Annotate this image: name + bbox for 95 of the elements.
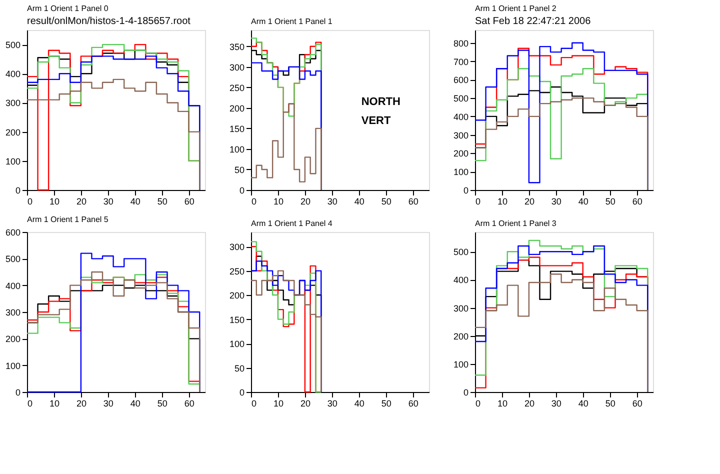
y-tick-label: 350 xyxy=(229,42,244,52)
x-tick-label: 10 xyxy=(273,196,284,206)
y-tick-label: 800 xyxy=(453,38,468,48)
y-tick-label: 200 xyxy=(453,331,468,342)
y-tick-label: 0 xyxy=(15,186,20,196)
x-tick-label: 60 xyxy=(184,398,194,408)
chart-title: Arm 1 Orient 1 Panel 5 xyxy=(27,215,109,224)
x-tick-label: 40 xyxy=(578,398,588,408)
y-tick-label: 300 xyxy=(453,303,468,314)
x-tick-label: 40 xyxy=(354,398,364,408)
y-tick-label: 250 xyxy=(229,266,244,276)
y-tick-label: 300 xyxy=(229,62,244,72)
y-tick-label: 700 xyxy=(453,56,468,67)
y-tick-label: 200 xyxy=(5,334,20,344)
x-tick-label: 50 xyxy=(605,398,616,408)
y-tick-label: 100 xyxy=(5,360,20,371)
y-tick-label: 0 xyxy=(239,388,244,398)
x-tick-label: 10 xyxy=(49,398,60,408)
y-tick-label: 0 xyxy=(15,388,20,398)
x-tick-label: 30 xyxy=(327,398,338,408)
y-tick-label: 0 xyxy=(463,388,468,398)
x-tick-label: 50 xyxy=(381,196,392,206)
x-tick-label: 0 xyxy=(476,398,481,408)
y-tick-label: 300 xyxy=(5,98,20,108)
x-tick-label: 0 xyxy=(476,196,481,206)
y-tick-label: 150 xyxy=(229,314,244,325)
y-tick-label: 300 xyxy=(5,308,20,318)
y-tick-label: 200 xyxy=(229,103,244,114)
x-tick-label: 20 xyxy=(300,398,310,408)
y-tick-label: 500 xyxy=(5,40,20,50)
chart-subtitle: result/onlMon/histos-1-4-185657.root xyxy=(27,16,191,27)
y-tick-label: 200 xyxy=(5,127,20,138)
chart-title: Arm 1 Orient 1 Panel 4 xyxy=(251,219,333,228)
x-tick-label: 10 xyxy=(497,398,508,408)
x-tick-label: 20 xyxy=(524,398,534,408)
x-tick-label: 50 xyxy=(157,196,168,206)
x-tick-label: 40 xyxy=(130,398,140,408)
x-tick-label: 30 xyxy=(103,196,114,206)
x-tick-label: 60 xyxy=(408,398,418,408)
x-tick-label: 40 xyxy=(130,196,140,206)
y-tick-label: 200 xyxy=(229,290,244,301)
x-tick-label: 20 xyxy=(300,196,310,206)
x-tick-label: 60 xyxy=(184,196,194,206)
x-tick-label: 30 xyxy=(551,196,562,206)
y-tick-label: 300 xyxy=(229,242,244,252)
y-tick-label: 150 xyxy=(229,124,244,134)
x-tick-label: 40 xyxy=(578,196,588,206)
x-tick-label: 20 xyxy=(76,398,86,408)
x-tick-label: 60 xyxy=(632,196,642,206)
y-tick-label: 400 xyxy=(453,275,468,286)
y-tick-label: 100 xyxy=(5,156,20,166)
chart-title: Arm 1 Orient 1 Panel 3 xyxy=(475,219,557,228)
chart-subtitle: Sat Feb 18 22:47:21 2006 xyxy=(475,16,592,27)
y-tick-label: 50 xyxy=(234,164,244,175)
x-tick-label: 40 xyxy=(354,196,364,206)
y-tick-label: 300 xyxy=(453,130,468,140)
y-tick-label: 100 xyxy=(453,359,468,370)
y-tick-label: 400 xyxy=(5,69,20,80)
x-tick-label: 30 xyxy=(103,398,114,408)
x-tick-label: 50 xyxy=(605,196,616,206)
y-tick-label: 100 xyxy=(229,339,244,350)
y-tick-label: 50 xyxy=(234,363,244,374)
y-tick-label: 0 xyxy=(463,186,468,196)
x-tick-label: 30 xyxy=(551,398,562,408)
y-tick-label: 500 xyxy=(453,94,468,104)
chart-title: Arm 1 Orient 1 Panel 0 xyxy=(27,4,109,13)
y-tick-label: 600 xyxy=(453,75,468,86)
chart-title: Arm 1 Orient 1 Panel 2 xyxy=(475,4,557,13)
y-tick-label: 500 xyxy=(5,254,20,264)
y-tick-label: 400 xyxy=(5,280,20,291)
x-tick-label: 0 xyxy=(28,196,33,206)
x-tick-label: 0 xyxy=(28,398,33,408)
x-tick-label: 10 xyxy=(497,196,508,206)
y-tick-label: 100 xyxy=(453,167,468,178)
x-tick-label: 10 xyxy=(49,196,60,206)
x-tick-label: 60 xyxy=(408,196,418,206)
x-tick-label: 20 xyxy=(76,196,86,206)
x-tick-label: 0 xyxy=(252,196,257,206)
y-tick-label: 200 xyxy=(453,148,468,159)
x-tick-label: 50 xyxy=(381,398,392,408)
y-tick-label: 400 xyxy=(453,112,468,122)
y-tick-label: 500 xyxy=(453,247,468,258)
annotation: NORTH xyxy=(361,96,401,108)
y-tick-label: 100 xyxy=(229,144,244,154)
y-tick-label: 600 xyxy=(5,228,20,238)
x-tick-label: 60 xyxy=(632,398,642,408)
y-tick-label: 0 xyxy=(239,186,244,196)
y-tick-label: 250 xyxy=(229,82,244,93)
x-tick-label: 0 xyxy=(252,398,257,408)
x-tick-label: 30 xyxy=(327,196,338,206)
x-tick-label: 50 xyxy=(157,398,168,408)
annotation: VERT xyxy=(361,115,391,128)
x-tick-label: 10 xyxy=(273,398,284,408)
chart-title: Arm 1 Orient 1 Panel 1 xyxy=(251,17,333,26)
x-tick-label: 20 xyxy=(524,196,534,206)
